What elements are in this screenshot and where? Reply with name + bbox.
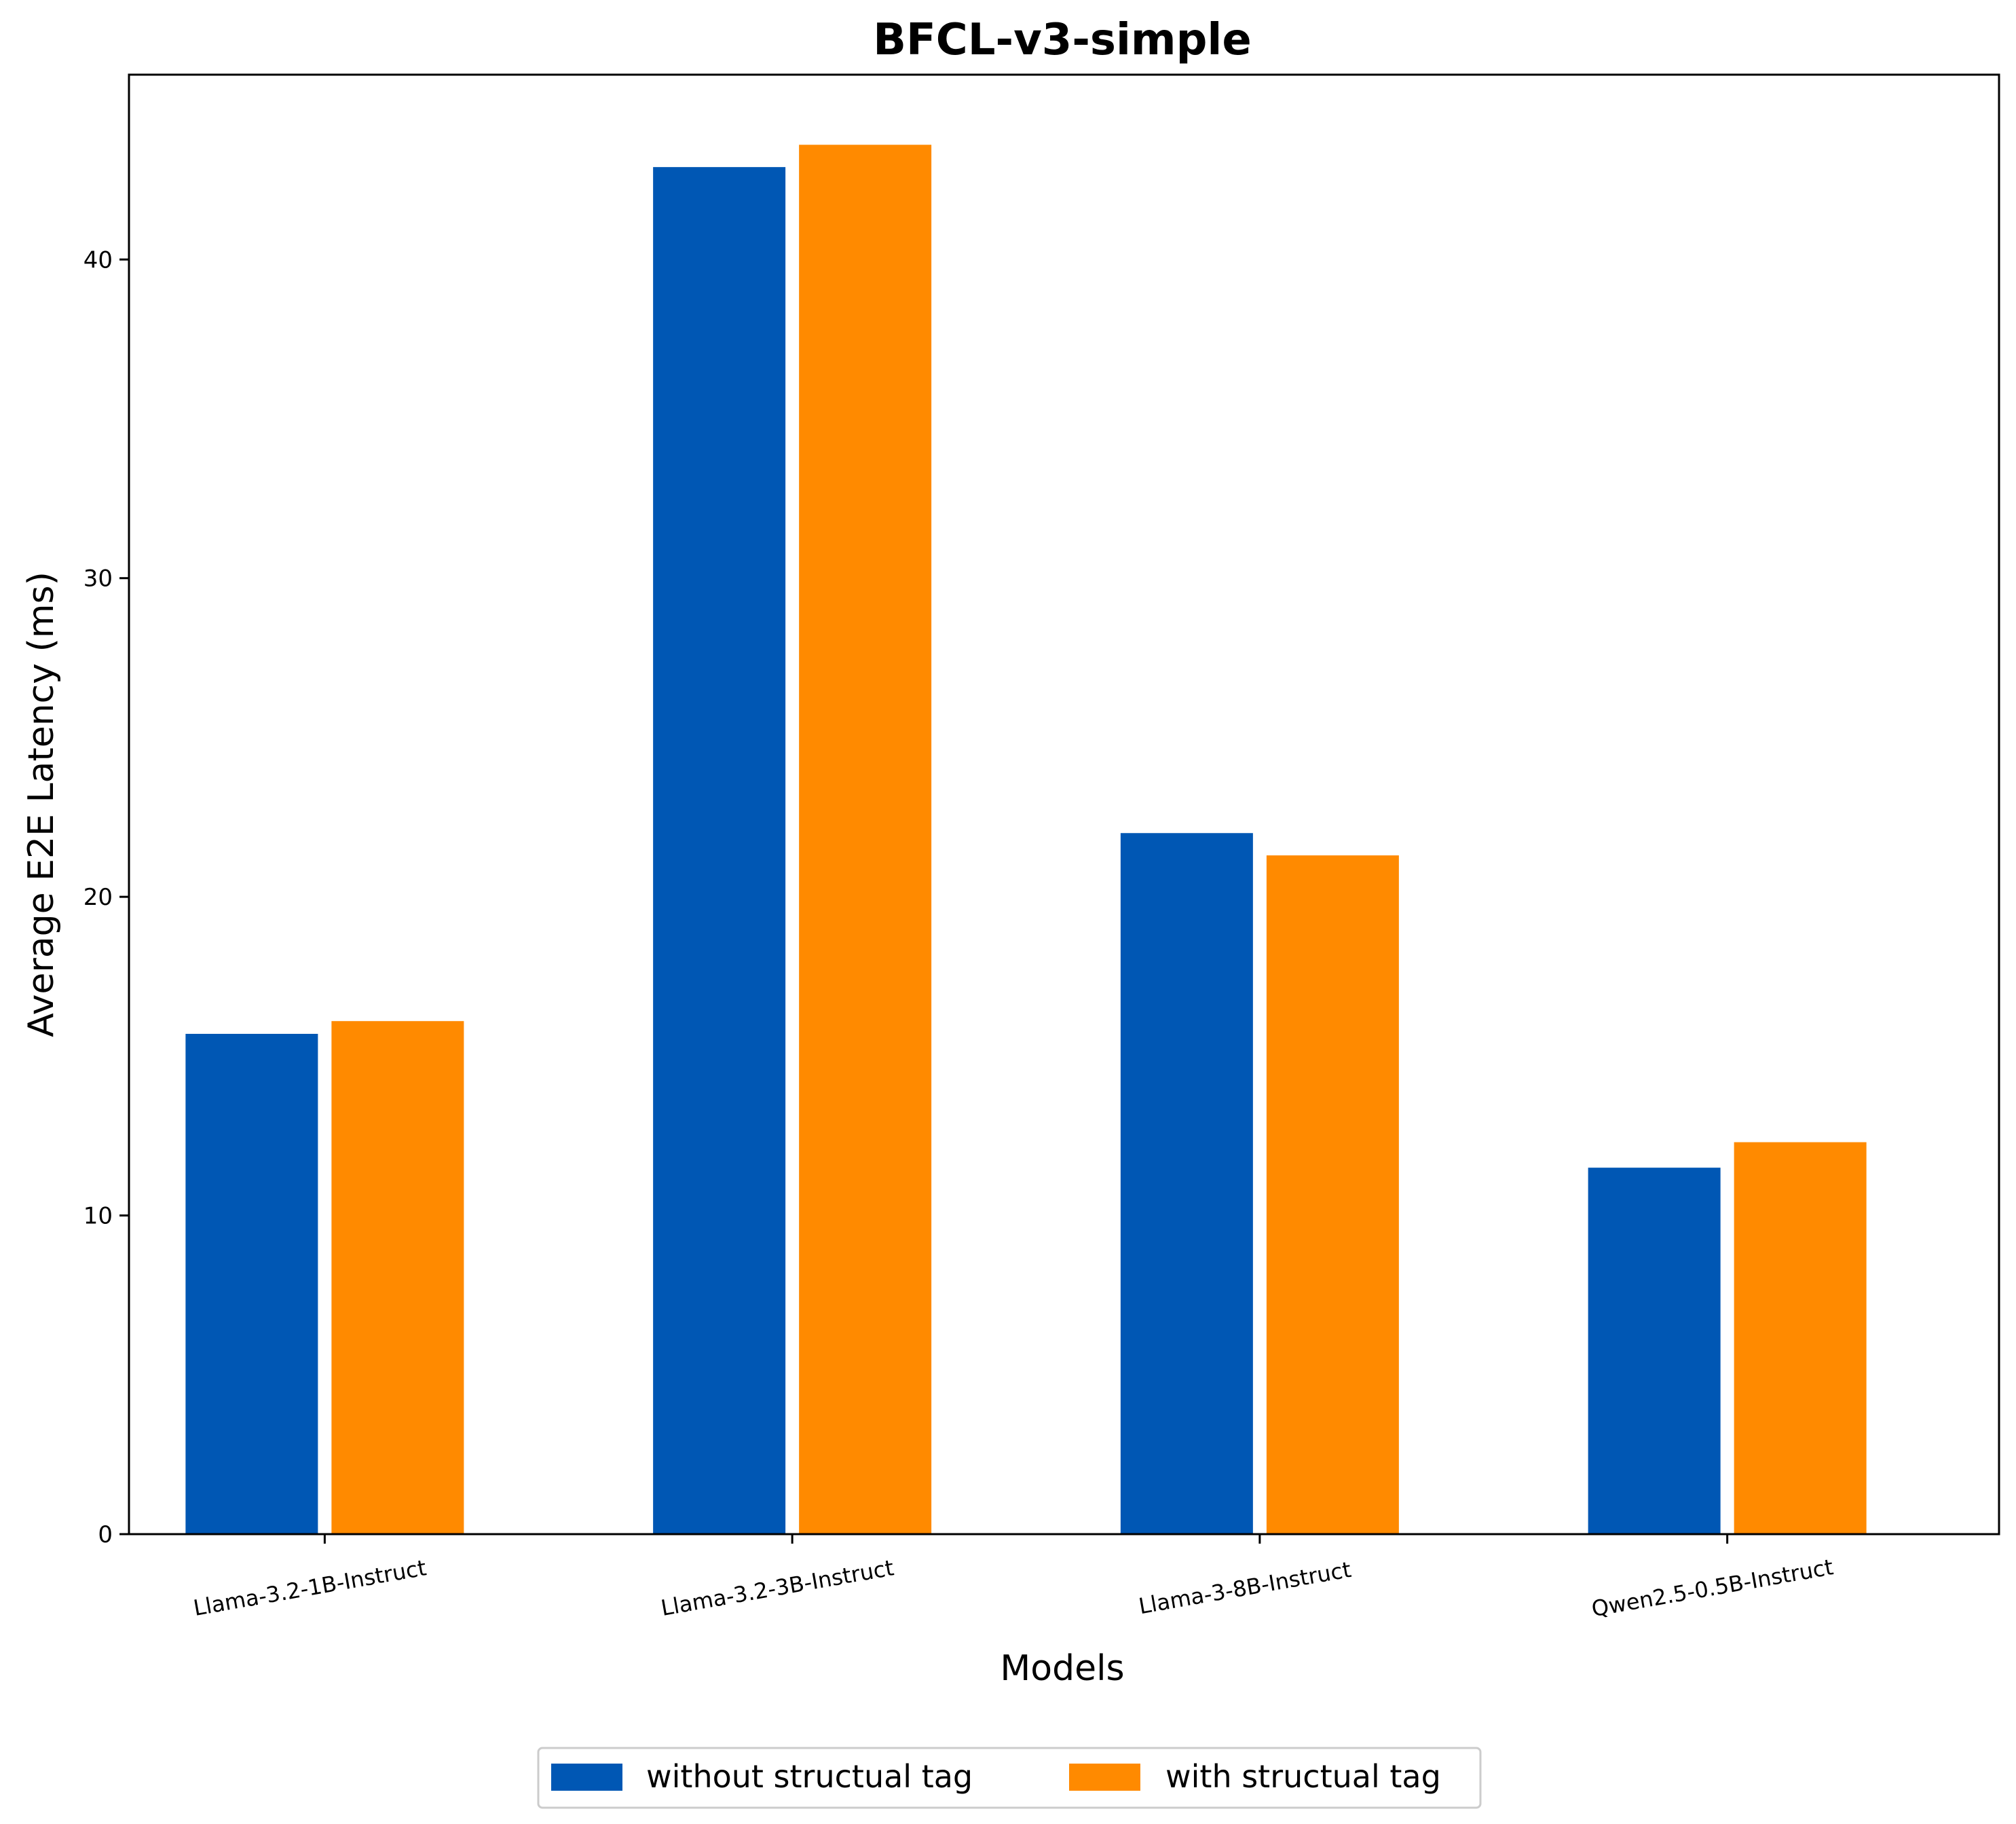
- bar-llama-3-8b-instruct-with-structual-tag: [1266, 855, 1399, 1534]
- bar-llama-3-2-3b-instruct-without-structual-tag: [653, 167, 786, 1534]
- bar-llama-3-8b-instruct-without-structual-tag: [1120, 833, 1253, 1534]
- x-axis-label: Models: [1000, 1648, 1124, 1689]
- y-tick-label: 10: [83, 1203, 113, 1230]
- legend-label-without-structual-tag: without structual tag: [646, 1758, 973, 1795]
- bar-qwen2-5-0-5b-instruct-with-structual-tag: [1734, 1142, 1867, 1534]
- plot-frame: [128, 73, 2000, 1535]
- x-tick-label: Llama-3-8B-Instruct: [1137, 1557, 1354, 1619]
- legend-frame: [537, 1747, 1482, 1809]
- y-axis-label: Average E2E Latency (ms): [21, 572, 62, 1037]
- legend-swatch-without-structual-tag: [551, 1764, 622, 1791]
- x-tick-label: Llama-3.2-1B-Instruct: [191, 1555, 428, 1621]
- bar-llama-3-2-1b-instruct-with-structual-tag: [331, 1021, 464, 1534]
- y-tick-label: 40: [83, 246, 113, 274]
- x-axis: Llama-3.2-1B-Instruct Llama-3.2-3B-Instru…: [191, 1534, 1835, 1622]
- y-tick-label: 0: [98, 1521, 113, 1548]
- bars-layer: [185, 145, 1867, 1534]
- y-tick-label: 20: [83, 884, 113, 911]
- bar-llama-3-2-3b-instruct-with-structual-tag: [799, 145, 932, 1534]
- y-tick-label: 30: [83, 565, 113, 593]
- legend: without structual tag with structual tag: [537, 1747, 1482, 1809]
- chart-title: BFCL-v3-simple: [873, 15, 1252, 65]
- legend-swatch-with-structual-tag: [1069, 1764, 1140, 1791]
- x-tick-label: Qwen2.5-0.5B-Instruct: [1590, 1554, 1835, 1622]
- y-axis: 0 10 20 30 40: [83, 246, 129, 1548]
- bar-llama-3-2-1b-instruct-without-structual-tag: [185, 1033, 318, 1534]
- x-tick-label: Llama-3.2-3B-Instruct: [659, 1555, 896, 1621]
- legend-label-with-structual-tag: with structual tag: [1165, 1758, 1441, 1795]
- bar-qwen2-5-0-5b-instruct-without-structual-tag: [1588, 1168, 1721, 1534]
